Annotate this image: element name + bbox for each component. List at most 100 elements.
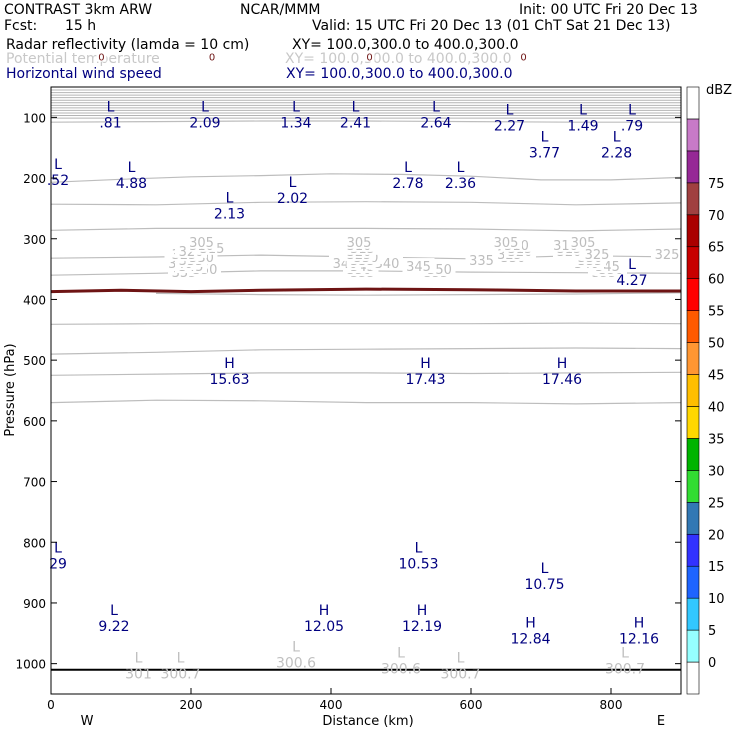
colorbar-swatch (686, 661, 700, 695)
colorbar-swatch (686, 310, 700, 343)
theta-contour-325 (155, 292, 681, 296)
wind-extremum-value: 17.43 (405, 372, 445, 388)
wind-extremum-value: 4.88 (116, 176, 147, 192)
theta-extremum-letter: L (621, 646, 629, 662)
wind-extremum-letter: L (541, 561, 549, 577)
x-tick-label: 400 (320, 698, 343, 712)
wind-extremum-value: 9.22 (98, 619, 129, 635)
wind-extremum-value: 10.75 (524, 577, 564, 593)
reflectivity-label-bg (207, 50, 217, 62)
west-label: W (81, 714, 94, 729)
y-tick-label: 600 (23, 415, 46, 429)
colorbar-swatch (686, 342, 700, 375)
colorbar-swatch (686, 246, 700, 279)
colorbar-swatch (686, 502, 700, 535)
field-name-reflectivity: Radar reflectivity (lamda = 10 cm) (6, 37, 250, 53)
plot-area (51, 89, 681, 671)
wind-extremum-value: 2.02 (277, 191, 308, 207)
y-tick-label: 700 (23, 476, 46, 490)
theta-label-345: 345 (406, 260, 431, 275)
wind-extremum-value: 1.49 (567, 118, 598, 134)
theta-contour-305 (51, 399, 681, 405)
x-tick-label: 600 (460, 698, 483, 712)
reflectivity-label: 0 (520, 53, 526, 64)
theta-extremum-value: 301 (125, 666, 152, 682)
wind-extremum-value: 2.41 (340, 115, 371, 131)
x-tick-label: 0 (47, 698, 55, 712)
colorbar-level-label: 40 (708, 400, 725, 415)
theta-label-325: 325 (655, 248, 680, 263)
colorbar-level-label: 20 (708, 528, 725, 543)
field-xy-reflectivity: XY= 100.0,300.0 to 400.0,300.0 (292, 37, 519, 53)
theta-label-bg (402, 258, 435, 274)
wind-extremum-letter: L (226, 190, 234, 206)
wind-extremum-value: 10.53 (398, 557, 438, 573)
wind-extremum-value: 15.63 (209, 372, 249, 388)
theta-label-bg (343, 233, 375, 249)
wind-extremum-letter: H (420, 356, 431, 372)
colorbar-swatch (686, 406, 700, 439)
wind-extremum-value: 29 (49, 557, 67, 573)
wind-extremum-value: 2.28 (601, 146, 632, 162)
colorbar-level-label: 50 (708, 337, 725, 352)
x-tick-label: 200 (180, 698, 203, 712)
colorbar-swatch (686, 214, 700, 248)
wind-extremum-letter: L (432, 99, 440, 115)
theta-label-bg (651, 245, 683, 261)
wind-extremum-letter: L (541, 130, 549, 146)
y-tick-label: 300 (23, 233, 46, 247)
theta-label-305: 305 (189, 236, 214, 251)
theta-label-335: 335 (469, 254, 494, 269)
theta-label-305: 305 (494, 236, 519, 251)
axes: 100 200 300 400 500 600 700 800 900 1000 0 200 400 60… (15, 111, 681, 712)
wind-extremum-value: 2.13 (214, 206, 245, 222)
theta-label-305: 305 (347, 236, 372, 251)
colorbar-swatch (686, 470, 700, 503)
reflectivity-label-bg (364, 50, 375, 62)
wind-extremum-letter: H (224, 356, 235, 372)
theta-contour-355 (51, 120, 681, 123)
theta-contour-320 (51, 322, 681, 325)
colorbar-level-label: 30 (708, 464, 725, 479)
wind-extremum-letter: L (628, 102, 636, 118)
theta-extremum-letter: L (135, 650, 143, 666)
y-axis-label: Pressure (hPa) (3, 343, 18, 436)
fcst-label: Fcst: (4, 18, 38, 34)
y-tick-label: 800 (23, 536, 46, 550)
colorbar-level-label: 55 (708, 305, 725, 320)
reflectivity-label: 0 (366, 53, 372, 64)
colorbar-level-label: 60 (708, 273, 725, 288)
colorbar-swatch (686, 278, 700, 311)
wind-extremum-value: 12.84 (510, 631, 550, 647)
wind-extremum-letter: L (579, 102, 587, 118)
theta-extremum-letter: L (457, 650, 465, 666)
theta-label-305: 305 (571, 236, 596, 251)
wind-extremum-value: 2.78 (392, 176, 423, 192)
colorbar-swatch (686, 533, 700, 567)
colorbar-level-label: 75 (708, 177, 725, 192)
overlay-labels: 3553553553553503503503503453453453453403… (47, 50, 683, 682)
theta-extremum-letter: L (292, 640, 300, 656)
wind-extremum-value: 4.27 (616, 273, 647, 289)
theta-label-bg (490, 233, 522, 249)
colorbar-level-label: 25 (708, 496, 725, 511)
y-tick-label: 900 (23, 597, 46, 611)
y-tick-label: 100 (23, 111, 46, 125)
wind-extremum-letter: L (292, 99, 300, 115)
y-tick-label: 200 (23, 172, 46, 186)
wind-extremum-value: 2.27 (494, 118, 525, 134)
fcst-value: 15 h (65, 18, 97, 34)
colorbar: dBZ 0 5 10 15 20 25 30 35 40 45 50 55 60 65 70 75 (686, 83, 732, 695)
colorbar-swatch (686, 438, 700, 471)
wind-extremum-value: .52 (47, 173, 69, 189)
colorbar-level-label: 5 (708, 624, 716, 639)
colorbar-level-label: 45 (708, 369, 725, 384)
reflectivity-label-bg (96, 50, 107, 62)
field-name-wind: Horizontal wind speed (6, 66, 162, 82)
theta-extremum-value: 300.6 (381, 662, 421, 678)
colorbar-level-label: 15 (708, 560, 725, 575)
colorbar-swatch (686, 86, 700, 120)
theta-contour-345 (51, 201, 681, 206)
wind-extremum-value: 12.19 (402, 619, 442, 635)
